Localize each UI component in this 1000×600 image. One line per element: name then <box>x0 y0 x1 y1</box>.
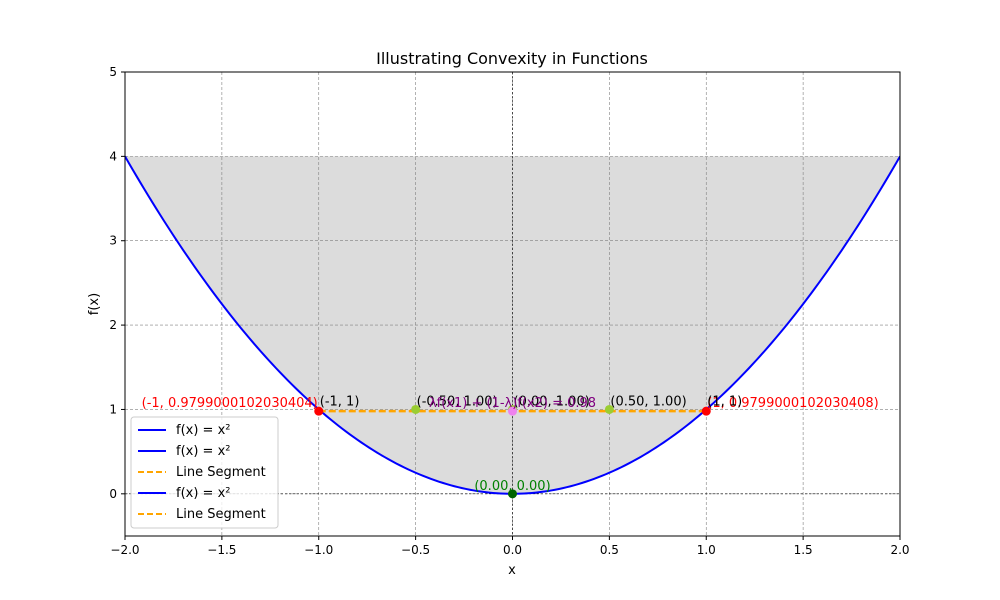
x-tick-label: 0.5 <box>600 543 619 557</box>
points-layer <box>314 404 711 499</box>
y-tick-label: 3 <box>109 234 117 248</box>
annotation-label: (0.00, 1.00) <box>514 394 590 409</box>
data-point <box>314 406 324 416</box>
y-tick-label: 5 <box>109 65 117 79</box>
y-axis-label: f(x) <box>87 293 102 315</box>
legend-label: f(x) = x² <box>176 486 230 501</box>
legend-label: Line Segment <box>176 465 266 480</box>
y-axis-ticks: 0 1 2 3 4 5 <box>109 65 125 501</box>
y-tick-label: 0 <box>109 487 117 501</box>
annotations-layer: (-1, 0.9799000102030404) (1, 0.9799000102… <box>142 394 879 493</box>
data-point <box>604 404 614 414</box>
legend-label: Line Segment <box>176 507 266 522</box>
x-tick-label: −1.0 <box>304 543 333 557</box>
legend-label: f(x) = x² <box>176 444 230 459</box>
data-point <box>508 406 517 416</box>
x-tick-label: 2.0 <box>890 543 909 557</box>
chart-title: Illustrating Convexity in Functions <box>376 49 648 68</box>
x-tick-label: 0.0 <box>503 543 522 557</box>
x-axis-label: x <box>508 563 516 578</box>
x-tick-label: −1.5 <box>207 543 236 557</box>
x-axis-ticks: −2.0 −1.5 −1.0 −0.5 0.0 0.5 1.0 1.5 2.0 <box>110 536 910 557</box>
y-tick-label: 4 <box>109 149 117 163</box>
data-point <box>411 404 421 414</box>
annotation-label: (0.50, 1.00) <box>610 394 686 409</box>
legend-box <box>130 416 279 529</box>
data-point <box>701 406 711 416</box>
annotation-label: (-1, 1) <box>320 394 360 409</box>
data-point <box>508 489 517 499</box>
legend-label: f(x) = x² <box>176 423 230 438</box>
annotation-label: (1, 1) <box>707 394 742 409</box>
x-tick-label: 1.0 <box>697 543 716 557</box>
annotation-label: (-0.50, 1.00) <box>417 394 498 409</box>
y-tick-label: 2 <box>109 318 117 332</box>
annotation-label: (-1, 0.9799000102030404) <box>142 396 318 411</box>
annotation-label: λf(x1) + (1-λ)f(x2) = 0.98 <box>429 396 596 411</box>
y-tick-label: 1 <box>109 402 117 416</box>
x-tick-label: −0.5 <box>401 543 430 557</box>
x-tick-label: −2.0 <box>110 543 139 557</box>
legend: f(x) = x² f(x) = x² Line Segment f(x) = x² L… <box>130 416 279 529</box>
annotation-label: (1, 0.9799000102030408) <box>707 396 878 411</box>
annotation-label: (0.00, 0.00) <box>474 479 550 494</box>
x-tick-label: 1.5 <box>794 543 813 557</box>
